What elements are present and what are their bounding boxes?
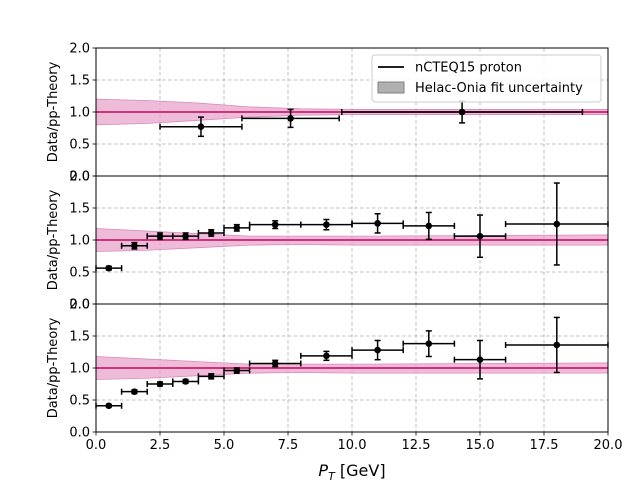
data-point [287, 115, 294, 122]
y-tick-label: 0.5 [69, 266, 90, 281]
legend-box [371, 54, 602, 103]
data-point [374, 220, 381, 227]
y-tick-label: 1.5 [69, 74, 90, 89]
data-point [156, 380, 164, 388]
y-tick-label: 2.0 [69, 298, 90, 313]
x-tick-label: 7.5 [278, 438, 299, 453]
data-point [425, 340, 433, 347]
data-point [156, 232, 164, 240]
data-point [553, 220, 561, 228]
y-tick-label: 0.0 [69, 426, 90, 441]
y-tick-label: 0.0 [69, 298, 90, 313]
panels: 0.0 0.5 1.0 1.5 2.0 Data/pp-Theory 0.0 0.5 1.0 1.… [46, 42, 622, 454]
y-tick-label: 0.5 [69, 138, 90, 153]
x-tick-label: 5.0 [214, 438, 235, 453]
data-point [476, 356, 484, 363]
data-point [271, 360, 279, 367]
x-tick-label: 12.5 [402, 438, 431, 453]
data-point [233, 224, 241, 232]
data-point [233, 367, 241, 374]
panel-2: 0.0 0.5 1.0 1.5 2.0 Data/pp-Theory [46, 170, 609, 313]
y-axis-label: Data/pp-Theory [46, 189, 61, 290]
y-tick-label: 1.5 [69, 330, 90, 345]
y-tick-label: 2.0 [69, 170, 90, 185]
legend-label: nCTEQ15 proton [415, 61, 522, 76]
y-tick-label: 1.0 [69, 234, 90, 249]
data-point [323, 221, 330, 228]
data-point [207, 373, 215, 380]
y-axis-label: Data/pp-Theory [46, 61, 61, 162]
x-tick-label: 10.0 [338, 438, 367, 453]
panel-3: 0.00.51.01.52.00.0 2.5 5.0 7.5 10.0 12.5 15.0 1… [46, 298, 622, 454]
y-tick-label: 0.0 [69, 170, 90, 185]
x-tick-label: 15.0 [466, 438, 495, 453]
data-point [182, 232, 189, 240]
x-tick-label: 0.0 [86, 438, 107, 453]
y-tick-label: 1.0 [69, 362, 90, 377]
x-axis-label-unit: [GeV] [335, 461, 386, 480]
y-tick-label: 0.5 [69, 394, 90, 409]
x-axis-label: PT [GeV] [318, 461, 385, 480]
legend-label: Helac-Onia fit uncertainty [415, 81, 583, 96]
data-point [182, 378, 189, 385]
data-point [271, 221, 279, 228]
data-point [105, 402, 113, 410]
x-axis-label-symbol: P [318, 461, 328, 480]
legend-patch-swatch [377, 81, 405, 94]
data-point [197, 123, 205, 131]
data-point [131, 388, 138, 395]
data-point [476, 232, 484, 240]
data-point [425, 222, 433, 230]
data-point [374, 346, 381, 354]
y-tick-label: 2.0 [69, 42, 90, 57]
x-tick-label: 17.5 [530, 438, 559, 453]
data-point [323, 352, 330, 360]
data-point [458, 108, 466, 116]
data-point [207, 229, 215, 237]
x-tick-label: 20.0 [594, 438, 623, 453]
data-point [105, 264, 113, 272]
y-tick-label: 1.0 [69, 106, 90, 121]
legend: nCTEQ15 proton Helac-Onia fit uncertainty [371, 54, 602, 103]
y-tick-label: 1.5 [69, 202, 90, 217]
x-tick-label: 2.5 [150, 438, 171, 453]
x-axis-label-subscript: T [328, 470, 336, 480]
data-point [553, 341, 561, 349]
data-point [131, 242, 138, 250]
y-axis-label: Data/pp-Theory [46, 317, 61, 418]
